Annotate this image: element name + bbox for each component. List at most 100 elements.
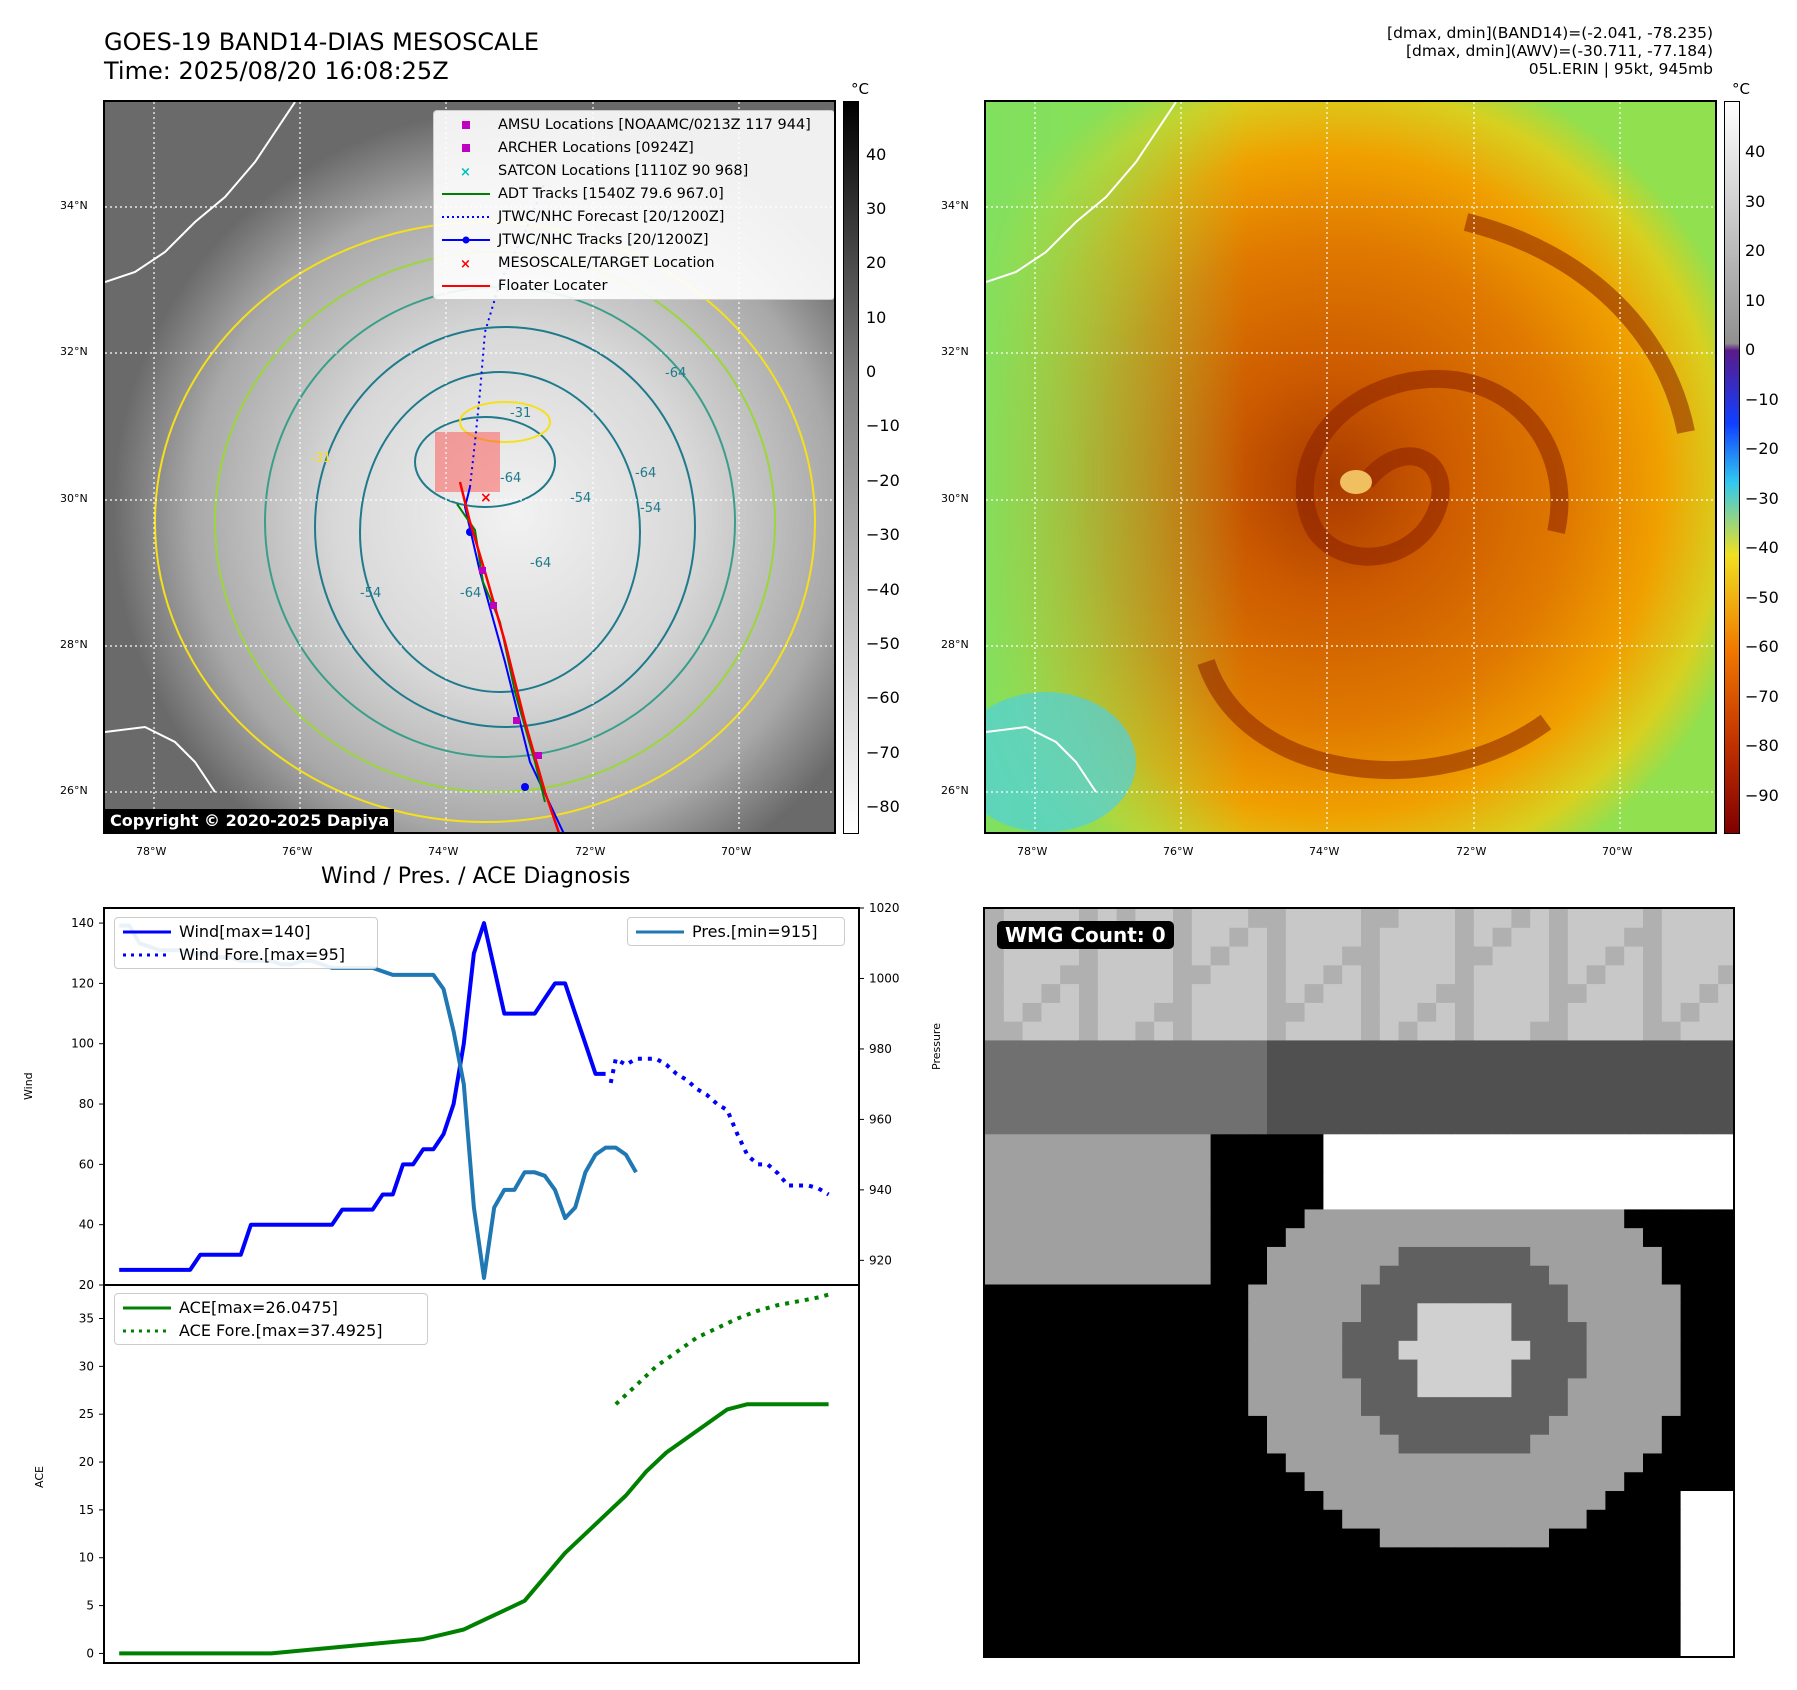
wmg-pixel (1492, 1303, 1512, 1323)
wind-forecast-line (608, 1056, 830, 1197)
wmg-pixel (1549, 1246, 1569, 1267)
wmg-pixel (1116, 1509, 1136, 1530)
wind-axis-label: Wind (22, 1072, 35, 1100)
wmg-pixel (1173, 1434, 1193, 1455)
wmg-pixel (1285, 1134, 1306, 1154)
wmg-pixel (1191, 1246, 1212, 1267)
wmg-pixel (1361, 1265, 1381, 1286)
wmg-pixel (1511, 1209, 1531, 1229)
wmg-pixel (1586, 927, 1606, 948)
wmg-pixel (1680, 1584, 1700, 1605)
wmg-pixel (1041, 1491, 1061, 1511)
wmg-pixel (1304, 1340, 1324, 1361)
wmg-pixel (1624, 1284, 1644, 1304)
wmg-pixel (1285, 984, 1306, 1004)
wmg-pixel (1605, 1171, 1625, 1192)
wmg-pixel (1549, 1603, 1569, 1624)
wmg-pixel (1248, 1115, 1268, 1135)
wmg-pixel (1022, 1040, 1042, 1060)
wmg-pixel (1060, 1153, 1080, 1173)
wmg-pixel (1624, 1472, 1644, 1492)
wmg-pixel (1661, 1077, 1682, 1098)
wmg-pixel (1003, 1171, 1024, 1192)
wmg-pixel (1379, 1096, 1400, 1117)
wmg-pixel (1718, 1491, 1733, 1511)
wmg-pixel (1417, 1077, 1437, 1098)
wmg-pixel (985, 1284, 1005, 1304)
wmg-pixel (1060, 1509, 1080, 1530)
wmg-pixel (1361, 1134, 1381, 1154)
wmg-pixel (1586, 1322, 1606, 1342)
wmg-pixel (1285, 1359, 1306, 1379)
wmg-pixel (1455, 1002, 1475, 1023)
wmg-pixel (1229, 1021, 1249, 1042)
wmg-pixel (1022, 1059, 1042, 1079)
wmg-pixel (1605, 927, 1625, 948)
wind-tick-label: 60 (79, 1157, 94, 1171)
wmg-pixel (1003, 1415, 1024, 1436)
wmg-pixel (1492, 1228, 1512, 1248)
wmg-pixel (1116, 1246, 1136, 1267)
wmg-pixel (1379, 1359, 1400, 1379)
wmg-pixel (1248, 1190, 1268, 1211)
wmg-pixel (1267, 1566, 1287, 1586)
wmg-pixel (1041, 1228, 1061, 1248)
wmg-pixel (1473, 1340, 1494, 1361)
wmg-pixel (1022, 1340, 1042, 1361)
wmg-pixel (1643, 1603, 1663, 1624)
wmg-pixel (1210, 1528, 1230, 1548)
wmg-pixel (1417, 1340, 1437, 1361)
wmg-pixel (1267, 1190, 1287, 1211)
wmg-pixel (1135, 1472, 1155, 1492)
wmg-pixel (1473, 1284, 1494, 1304)
wmg-pixel (1003, 965, 1024, 985)
wmg-pixel (1586, 1002, 1606, 1023)
wmg-pixel (1323, 1603, 1343, 1624)
wmg-pixel (1417, 1021, 1437, 1042)
wmg-pixel (1455, 1491, 1475, 1511)
wmg-pixel (1643, 1359, 1663, 1379)
wmg-pixel (1135, 1209, 1155, 1229)
wmg-pixel (1323, 1190, 1343, 1211)
wmg-pixel (1154, 946, 1174, 966)
wmg-pixel (1379, 1528, 1400, 1548)
wmg-pixel (1661, 1359, 1682, 1379)
wmg-pixel (1511, 1528, 1531, 1548)
wmg-pixel (1041, 1077, 1061, 1098)
wmg-pixel (1586, 1397, 1606, 1417)
wmg-pixel (1586, 1284, 1606, 1304)
wmg-pixel (1586, 1566, 1606, 1586)
wmg-pixel (1079, 1453, 1099, 1473)
wmg-pixel (1661, 1021, 1682, 1042)
wmg-pixel (1605, 1472, 1625, 1492)
wmg-pixel (1567, 1603, 1588, 1624)
wmg-pixel (1267, 1359, 1287, 1379)
wmg-pixel (1323, 1359, 1343, 1379)
legend-swatch (123, 930, 171, 933)
wmg-pixel (1191, 1603, 1212, 1624)
wmg-pixel (1530, 1284, 1550, 1304)
wmg-pixel (1135, 1096, 1155, 1117)
colorbar-tick-label: 0 (866, 362, 877, 382)
wmg-pixel (1492, 1115, 1512, 1135)
wmg-pixel (1342, 1415, 1362, 1436)
wmg-pixel (1661, 1622, 1682, 1642)
wmg-pixel (1473, 1434, 1494, 1455)
wmg-pixel (1436, 1096, 1456, 1117)
colorbar-tick-label: −90 (1745, 785, 1779, 805)
wmg-pixel (1116, 1472, 1136, 1492)
wmg-pixel (1361, 1303, 1381, 1323)
wmg-pixel (1586, 1434, 1606, 1455)
wmg-pixel (1605, 1378, 1625, 1398)
wmg-pixel (1455, 1453, 1475, 1473)
wmg-pixel (1097, 1340, 1118, 1361)
wmg-pixel (1191, 909, 1212, 929)
wmg-pixel (1680, 1134, 1700, 1154)
wmg-count-badge: WMG Count: 0 (997, 921, 1174, 949)
wmg-pixel (1530, 1434, 1550, 1455)
wmg-pixel (1116, 1378, 1136, 1398)
ace-tick-label: 30 (79, 1359, 94, 1373)
wmg-pixel (1680, 1434, 1700, 1455)
wmg-pixel (1229, 909, 1249, 929)
wmg-pixel (1718, 1472, 1733, 1492)
